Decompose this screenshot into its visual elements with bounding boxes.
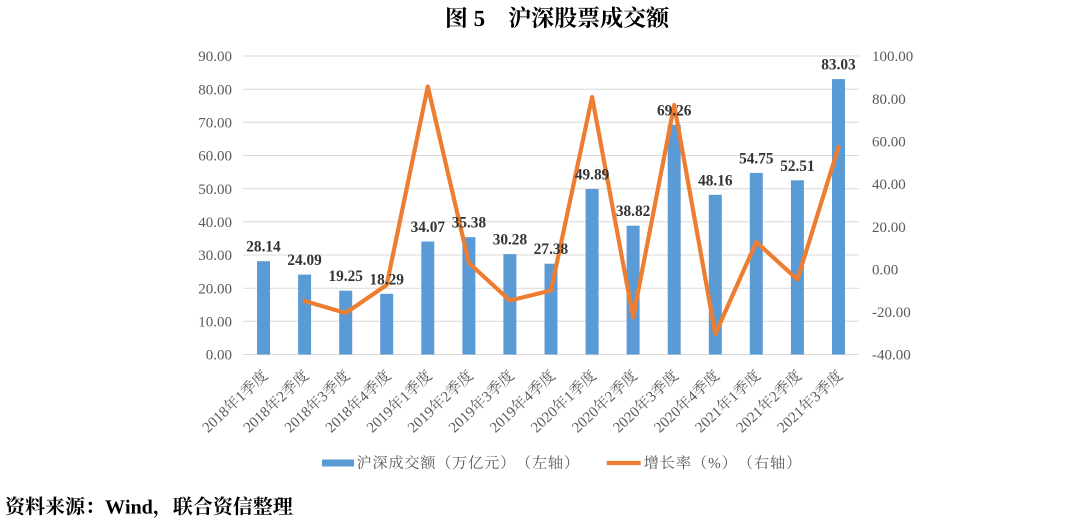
svg-text:0.00: 0.00: [206, 348, 232, 364]
svg-text:48.16: 48.16: [698, 172, 733, 189]
svg-text:34.07: 34.07: [411, 219, 446, 236]
svg-text:28.14: 28.14: [246, 239, 281, 256]
svg-text:-20.00: -20.00: [872, 305, 911, 321]
svg-text:24.09: 24.09: [287, 252, 322, 269]
svg-text:90.00: 90.00: [198, 49, 232, 65]
svg-text:49.89: 49.89: [575, 167, 610, 184]
svg-text:20.00: 20.00: [872, 220, 906, 236]
svg-text:54.75: 54.75: [739, 150, 774, 167]
svg-text:60.00: 60.00: [872, 135, 906, 151]
svg-text:18.29: 18.29: [369, 271, 404, 288]
svg-text:40.00: 40.00: [872, 177, 906, 193]
svg-text:80.00: 80.00: [198, 82, 232, 98]
svg-text:83.03: 83.03: [821, 57, 856, 74]
svg-text:10.00: 10.00: [198, 315, 232, 331]
svg-text:100.00: 100.00: [872, 49, 913, 65]
svg-text:70.00: 70.00: [198, 116, 232, 132]
svg-text:40.00: 40.00: [198, 215, 232, 231]
svg-text:-40.00: -40.00: [872, 348, 911, 364]
svg-text:19.25: 19.25: [328, 268, 363, 285]
svg-text:35.38: 35.38: [452, 215, 487, 232]
svg-text:27.38: 27.38: [534, 241, 569, 258]
svg-text:60.00: 60.00: [198, 149, 232, 165]
svg-text:20.00: 20.00: [198, 281, 232, 297]
svg-text:50.00: 50.00: [198, 182, 232, 198]
svg-text:52.51: 52.51: [780, 158, 814, 175]
svg-text:30.28: 30.28: [493, 232, 528, 249]
svg-text:80.00: 80.00: [872, 92, 906, 108]
svg-text:69.26: 69.26: [657, 102, 692, 119]
svg-text:0.00: 0.00: [872, 262, 898, 278]
svg-text:30.00: 30.00: [198, 248, 232, 264]
svg-text:38.82: 38.82: [616, 203, 650, 220]
